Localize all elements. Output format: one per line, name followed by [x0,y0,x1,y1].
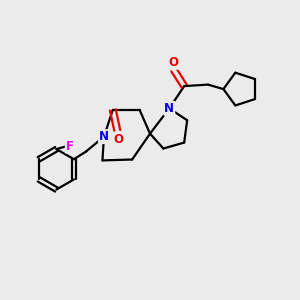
Text: N: N [164,102,174,115]
Text: N: N [99,130,109,143]
Text: F: F [66,140,74,153]
Text: O: O [114,133,124,146]
Text: O: O [169,56,179,69]
